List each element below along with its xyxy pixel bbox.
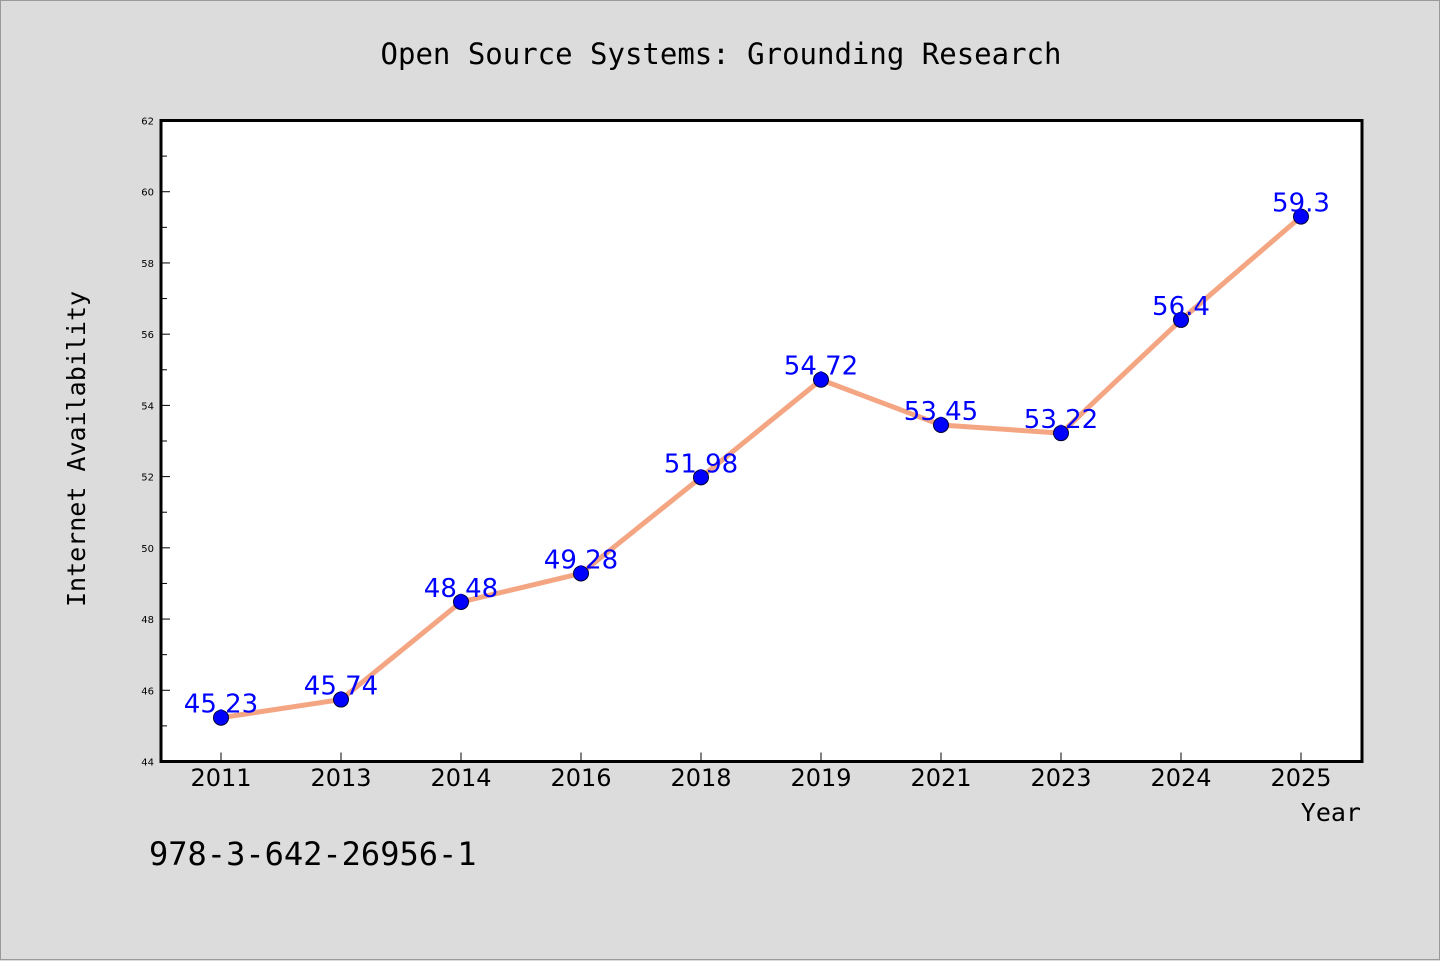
series-line (218, 214, 1304, 721)
x-tick-label: 2023 (1030, 764, 1091, 792)
data-label: 53.45 (904, 397, 978, 427)
x-tick-label: 2021 (910, 764, 971, 792)
data-label: 53.22 (1024, 405, 1098, 435)
x-tick-label: 2024 (1150, 764, 1211, 792)
data-label: 54.72 (784, 352, 858, 382)
data-point[interactable] (213, 709, 229, 726)
x-tick-label: 2014 (430, 764, 491, 792)
data-label: 45.23 (184, 690, 258, 720)
chart-title: Open Source Systems: Grounding Research (381, 37, 1062, 71)
y-tick-label: 54 (141, 401, 154, 412)
x-tick-label: 2018 (670, 764, 731, 792)
data-label: 49.28 (544, 545, 618, 575)
data-point[interactable] (1293, 208, 1309, 225)
data-label: 59.3 (1272, 189, 1330, 219)
x-tick-label: 2016 (550, 764, 611, 792)
data-point[interactable] (453, 593, 469, 610)
y-tick-label: 52 (141, 473, 154, 484)
data-point[interactable] (1053, 425, 1069, 442)
y-tick-label: 62 (141, 117, 154, 128)
data-point[interactable] (693, 469, 709, 486)
y-tick-label: 44 (141, 758, 154, 769)
data-label-layer: 45.23 45.74 48.48 49.28 51.98 54.72 53.45 53.22… (184, 189, 1330, 720)
data-point[interactable] (1173, 311, 1189, 328)
data-point[interactable] (333, 691, 349, 708)
y-tick-label: 46 (141, 686, 154, 697)
y-tick-label: 58 (141, 259, 154, 270)
y-tick-label: 48 (141, 615, 154, 626)
data-label: 45.74 (304, 672, 378, 702)
x-tick-label: 2011 (190, 764, 251, 792)
series-layer (213, 208, 1309, 726)
y-tick-label: 50 (141, 544, 154, 555)
x-tick-label: 2025 (1270, 764, 1331, 792)
x-tick-label: 2013 (310, 764, 371, 792)
y-axis: 44 46 48 50 52 54 56 58 60 62 (141, 117, 170, 769)
x-tick-label: 2019 (790, 764, 851, 792)
y-tick-label: 60 (141, 188, 154, 199)
isbn-footer: 978-3-642-26956-1 (149, 835, 477, 873)
data-point[interactable] (813, 371, 829, 388)
data-point[interactable] (573, 565, 589, 582)
data-label: 48.48 (424, 574, 498, 604)
x-axis: 2011 2013 2014 2016 2018 2019 2021 2023 2024 2025 (190, 752, 1332, 792)
y-axis-title: Internet Availability (62, 291, 91, 607)
plot-area (159, 119, 1364, 763)
data-label: 51.98 (664, 449, 738, 479)
data-label: 56.4 (1152, 292, 1210, 322)
x-axis-title: Year (1301, 798, 1361, 827)
data-point[interactable] (933, 416, 949, 433)
y-tick-label: 56 (141, 330, 154, 341)
